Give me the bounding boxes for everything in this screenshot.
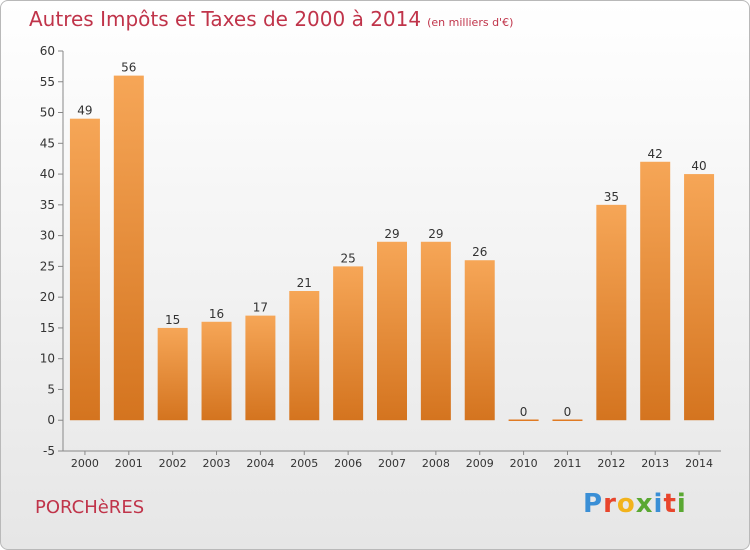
bar-2003 xyxy=(201,321,232,421)
bar-2008 xyxy=(420,241,451,421)
x-tick-label-2007: 2007 xyxy=(378,457,406,470)
place-name: PORCHèRES xyxy=(35,497,145,518)
y-tick-label: 35 xyxy=(40,198,55,212)
x-tick-label-2002: 2002 xyxy=(159,457,187,470)
y-tick-label: 45 xyxy=(40,136,55,150)
x-tick-label-2005: 2005 xyxy=(290,457,318,470)
y-tick-label: 25 xyxy=(40,259,55,273)
logo-letter: o xyxy=(616,489,636,519)
proxiti-logo: Proxiti xyxy=(583,489,687,519)
x-tick-label-2013: 2013 xyxy=(641,457,669,470)
bar-2000 xyxy=(69,118,100,421)
chart-title: Autres Impôts et Taxes de 2000 à 2014 (en… xyxy=(29,7,513,31)
bar-2005 xyxy=(289,291,320,421)
chart-title-text: Autres Impôts et Taxes de 2000 à 2014 xyxy=(29,7,422,31)
bar-2007 xyxy=(377,241,407,421)
data-label-2005: 21 xyxy=(297,276,312,290)
y-tick-label: 0 xyxy=(47,413,55,427)
logo-letter: i xyxy=(653,489,664,519)
bar-2012 xyxy=(596,204,627,421)
logo-letter: i xyxy=(676,489,687,519)
data-label-2010: 0 xyxy=(520,405,528,419)
y-tick-label: 10 xyxy=(40,352,55,366)
x-tick-label-2008: 2008 xyxy=(422,457,450,470)
x-tick-label-2004: 2004 xyxy=(246,457,274,470)
y-tick-label: 30 xyxy=(40,229,55,243)
data-label-2008: 29 xyxy=(428,227,443,241)
x-tick-label-2001: 2001 xyxy=(115,457,143,470)
x-tick-label-2000: 2000 xyxy=(71,457,99,470)
x-tick-label-2006: 2006 xyxy=(334,457,362,470)
logo-letter: P xyxy=(583,489,604,519)
bar-2001 xyxy=(113,75,144,421)
bar-2002 xyxy=(157,327,188,421)
bar-2004 xyxy=(245,315,276,421)
logo-letter: t xyxy=(663,489,677,519)
x-tick-label-2011: 2011 xyxy=(553,457,581,470)
y-tick-label: 5 xyxy=(47,382,55,396)
bar-2013 xyxy=(640,161,671,421)
bar-2006 xyxy=(333,266,364,421)
bar-2009 xyxy=(464,260,495,421)
y-tick-label: 40 xyxy=(40,167,55,181)
y-tick-label: 55 xyxy=(40,75,55,89)
y-tick-label: 60 xyxy=(40,44,55,58)
data-label-2002: 15 xyxy=(165,313,180,327)
bar-2014 xyxy=(684,174,715,421)
data-label-2006: 25 xyxy=(340,251,355,265)
data-label-2009: 26 xyxy=(472,245,487,259)
y-tick-label: 15 xyxy=(40,321,55,335)
chart-subtitle: (en milliers d'€) xyxy=(427,16,514,29)
data-label-2011: 0 xyxy=(564,405,572,419)
y-tick-label: -5 xyxy=(43,444,55,458)
data-label-2003: 16 xyxy=(209,307,224,321)
data-label-2012: 35 xyxy=(604,190,619,204)
data-label-2013: 42 xyxy=(648,147,663,161)
logo-letter: x xyxy=(635,489,654,519)
x-tick-label-2014: 2014 xyxy=(685,457,713,470)
y-tick-label: 20 xyxy=(40,290,55,304)
data-label-2001: 56 xyxy=(121,61,136,75)
x-tick-label-2012: 2012 xyxy=(597,457,625,470)
y-tick-label: 50 xyxy=(40,106,55,120)
x-tick-label-2010: 2010 xyxy=(510,457,538,470)
x-tick-label-2009: 2009 xyxy=(466,457,494,470)
logo-letter: r xyxy=(603,489,617,519)
data-label-2014: 40 xyxy=(691,159,706,173)
data-label-2007: 29 xyxy=(384,227,399,241)
data-label-2004: 17 xyxy=(253,301,268,315)
x-tick-label-2003: 2003 xyxy=(203,457,231,470)
data-label-2000: 49 xyxy=(77,104,92,118)
